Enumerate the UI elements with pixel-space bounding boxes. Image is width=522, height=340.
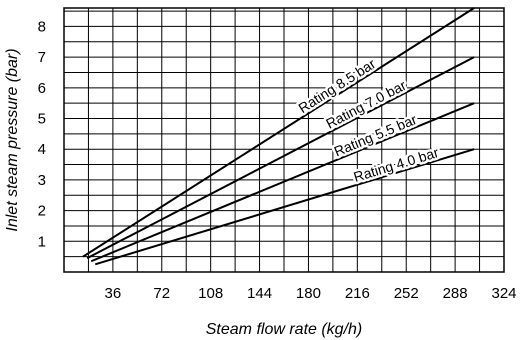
x-tick-label: 72 <box>153 285 170 302</box>
y-axis-title: Inlet steam pressure (bar) <box>4 48 21 231</box>
x-tick-label: 180 <box>296 285 321 302</box>
y-tick-label: 7 <box>38 49 46 66</box>
grid <box>64 8 504 272</box>
plot-frame <box>63 7 505 273</box>
y-tick-label: 3 <box>38 172 46 189</box>
series-line <box>94 148 475 266</box>
y-tick-label: 1 <box>38 233 46 250</box>
x-tick-label: 252 <box>394 285 419 302</box>
x-axis-title: Steam flow rate (kg/h) <box>206 321 363 338</box>
x-tick-label: 216 <box>345 285 370 302</box>
y-tick-label: 8 <box>38 18 46 35</box>
y-tick-labels: 1 2 3 4 5 6 7 8 <box>38 18 46 250</box>
y-tick-label: 6 <box>38 80 46 97</box>
y-tick-label: 4 <box>38 141 46 158</box>
x-tick-label: 288 <box>443 285 468 302</box>
x-tick-labels: 36 72 108 144 180 216 252 288 324 <box>105 285 517 302</box>
x-tick-label: 144 <box>247 285 272 302</box>
y-tick-label: 2 <box>38 203 46 220</box>
x-tick-label: 36 <box>105 285 122 302</box>
series-line <box>82 7 475 258</box>
y-tick-label: 5 <box>38 111 46 128</box>
x-tick-label: 324 <box>491 285 516 302</box>
x-tick-label: 108 <box>198 285 223 302</box>
series-line <box>90 102 475 263</box>
series-lines <box>82 7 475 266</box>
series-line <box>86 56 475 260</box>
